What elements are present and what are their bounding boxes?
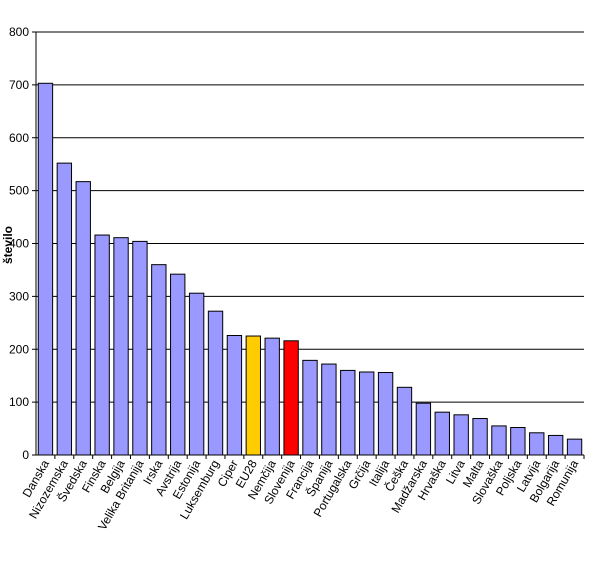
bar bbox=[491, 425, 507, 456]
bar bbox=[207, 310, 224, 456]
bar bbox=[264, 337, 280, 456]
y-tick-labels: 0 100 200 300 400 500 600 700 800 bbox=[9, 25, 29, 462]
bar bbox=[415, 402, 432, 456]
bar bbox=[37, 82, 54, 456]
bar bbox=[113, 237, 129, 456]
bar bbox=[170, 273, 186, 456]
bar bbox=[566, 438, 583, 456]
x-category-labels: DanskaNizozemskaŠvedskaFinskaBelgijaVeli… bbox=[20, 457, 582, 533]
bar bbox=[510, 427, 526, 456]
y-tick-label: 100 bbox=[9, 395, 29, 409]
bar bbox=[94, 234, 110, 456]
axes bbox=[32, 31, 585, 459]
bar bbox=[151, 264, 167, 456]
y-tick-label: 400 bbox=[9, 237, 29, 251]
bar bbox=[302, 359, 318, 456]
bar bbox=[453, 414, 469, 456]
bar bbox=[472, 418, 488, 456]
y-tick-label: 600 bbox=[9, 131, 29, 145]
bar bbox=[56, 162, 73, 456]
bars bbox=[37, 82, 583, 456]
y-tick-label: 800 bbox=[9, 25, 29, 39]
bar bbox=[132, 240, 148, 456]
bar bbox=[283, 340, 299, 456]
bar bbox=[434, 411, 450, 456]
bar bbox=[245, 335, 261, 456]
bar bbox=[188, 292, 205, 456]
bar bbox=[359, 371, 375, 456]
bar bbox=[377, 372, 394, 456]
y-tick-label: 500 bbox=[9, 184, 29, 198]
bar bbox=[321, 363, 337, 456]
bar bbox=[75, 181, 91, 456]
y-axis-title: število bbox=[1, 226, 15, 264]
bar bbox=[226, 335, 243, 456]
bar bbox=[396, 386, 413, 456]
y-tick-label: 0 bbox=[22, 448, 29, 462]
bar bbox=[340, 369, 356, 456]
y-tick-label: 200 bbox=[9, 342, 29, 356]
y-tick-label: 300 bbox=[9, 289, 29, 303]
bar bbox=[529, 432, 545, 456]
bar bbox=[547, 434, 564, 456]
y-tick-label: 700 bbox=[9, 78, 29, 92]
